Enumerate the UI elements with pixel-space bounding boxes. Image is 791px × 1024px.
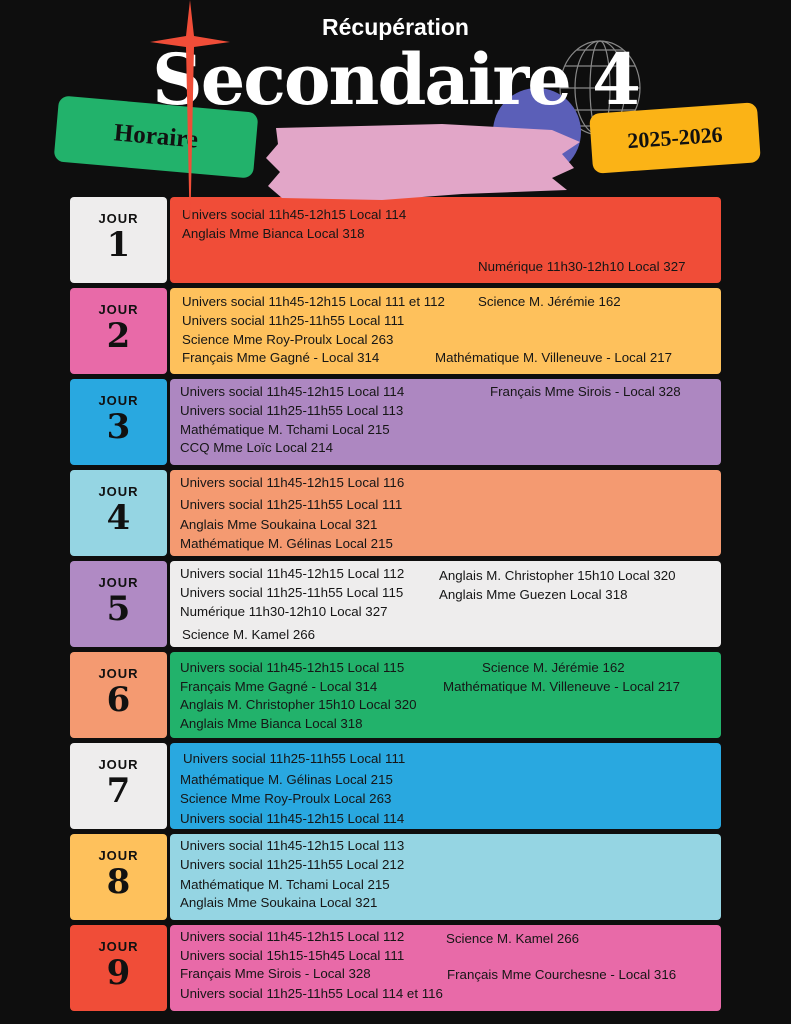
day-schedule-7: Univers social 11h25-11h55 Local 111 Math… (170, 743, 721, 829)
schedule-entry: Univers social 11h25-11h55 Local 111 (183, 751, 406, 766)
day-label-8: JOUR 8 (70, 834, 167, 920)
schedule-entry: Numérique 11h30-12h10 Local 327 (478, 259, 686, 274)
schedule-entry: Français Mme Courchesne - Local 316 (447, 967, 677, 982)
day-label-1: JOUR 1 (70, 197, 167, 283)
page-title: Secondaire 4 (152, 38, 641, 121)
day-word: JOUR (98, 211, 139, 226)
schedule-entry: CCQ Mme Loïc Local 214 (180, 440, 333, 455)
day-word: JOUR (98, 666, 139, 681)
day-number: 1 (106, 225, 131, 265)
schedule-entry: Univers social 11h45-12h15 Local 114 (182, 207, 407, 222)
schedule-entry: Univers social 11h45-12h15 Local 112 (180, 566, 405, 581)
day-word: JOUR (98, 939, 139, 954)
day-label-4: JOUR 4 (70, 470, 167, 556)
schedule-entry: Mathématique M. Gélinas Local 215 (180, 536, 393, 551)
schedule-entry: Univers social 11h45-12h15 Local 112 (180, 929, 405, 944)
schedule-entry: Français Mme Sirois - Local 328 (180, 966, 371, 981)
day-word: JOUR (98, 484, 139, 499)
schedule-entry: Univers social 11h25-11h55 Local 111 (180, 497, 403, 512)
schedule-entry: Français Mme Sirois - Local 328 (490, 384, 681, 399)
schedule-entry: Mathématique M. Tchami Local 215 (180, 422, 390, 437)
pink-brush-stroke (266, 124, 580, 200)
schedule-entry: Français Mme Gagné - Local 314 (180, 679, 378, 694)
schedule-entry: Science M. Jérémie 162 (478, 294, 621, 309)
schedule-entry: Univers social 11h45-12h15 Local 113 (180, 838, 405, 853)
schedule-entry: Univers social 11h45-12h15 Local 111 et … (182, 294, 445, 309)
schedule-entry: Mathématique M. Villeneuve - Local 217 (435, 350, 673, 365)
schedule-entry: Univers social 11h25-11h55 Local 115 (180, 585, 404, 600)
schedule-entry: Anglais Mme Guezen Local 318 (439, 587, 628, 602)
day-word: JOUR (98, 848, 139, 863)
day-number: 5 (106, 589, 131, 629)
day-label-6: JOUR 6 (70, 652, 167, 738)
day-label-3: JOUR 3 (70, 379, 167, 465)
day-number: 6 (106, 680, 131, 720)
schedule-entry: Univers social 11h25-11h55 Local 114 et … (180, 986, 443, 1001)
subtitle: Récupération (322, 14, 469, 40)
day-number: 8 (106, 862, 131, 902)
day-number: 2 (106, 316, 131, 356)
day-number: 4 (106, 498, 131, 538)
schedule-entry: Anglais M. Christopher 15h10 Local 320 (439, 568, 676, 583)
day-schedule-9: Univers social 11h45-12h15 Local 112 Univ… (170, 925, 721, 1011)
day-schedule-5: Univers social 11h45-12h15 Local 112 Univ… (170, 561, 721, 647)
day-schedule-2: Univers social 11h45-12h15 Local 111 et … (170, 288, 721, 374)
schedule-entry: Anglais Mme Soukaina Local 321 (180, 517, 378, 532)
day-label-5: JOUR 5 (70, 561, 167, 647)
schedule-entry: Univers social 11h45-12h15 Local 116 (180, 475, 405, 490)
schedule-entry: Science M. Kamel 266 (182, 627, 316, 642)
schedule-entry: Science Mme Roy-Proulx Local 263 (180, 791, 392, 806)
day-label-2: JOUR 2 (70, 288, 167, 374)
schedule-entry: Mathématique M. Villeneuve - Local 217 (443, 679, 681, 694)
day-schedule-6: Univers social 11h45-12h15 Local 115 Fran… (170, 652, 721, 738)
schedule-entry: Science M. Jérémie 162 (482, 660, 625, 675)
schedule-entry: Univers social 11h45-12h15 Local 115 (180, 660, 405, 675)
schedule-entry: Mathématique M. Tchami Local 215 (180, 877, 390, 892)
schedule-entry: Anglais Mme Bianca Local 318 (180, 716, 363, 731)
day-number: 3 (106, 407, 131, 447)
schedule-entry: Français Mme Gagné - Local 314 (182, 350, 380, 365)
sparkle-star-icon (150, 0, 230, 240)
schedule-entry: Univers social 15h15-15h45 Local 111 (180, 948, 405, 963)
day-label-9: JOUR 9 (70, 925, 167, 1011)
day-schedule-3: Univers social 11h45-12h15 Local 114 Univ… (170, 379, 721, 465)
day-number: 7 (106, 771, 131, 811)
day-schedule-1: Univers social 11h45-12h15 Local 114 Angl… (170, 197, 721, 283)
day-word: JOUR (98, 302, 139, 317)
schedule-entry: Univers social 11h25-11h55 Local 111 (182, 313, 405, 328)
schedule-entry: Univers social 11h45-12h15 Local 114 (180, 384, 405, 399)
day-word: JOUR (98, 393, 139, 408)
schedule-entry: Mathématique M. Gélinas Local 215 (180, 772, 393, 787)
schedule-entry: Science M. Kamel 266 (446, 931, 580, 946)
day-schedule-4: Univers social 11h45-12h15 Local 116 Univ… (170, 470, 721, 556)
schedule-entry: Univers social 11h45-12h15 Local 114 (180, 811, 405, 826)
schedule-entry: Univers social 11h25-11h55 Local 212 (180, 857, 405, 872)
day-word: JOUR (98, 757, 139, 772)
day-number: 9 (106, 953, 131, 993)
schedule-entry: Numérique 11h30-12h10 Local 327 (180, 604, 388, 619)
schedule-entry: Science Mme Roy-Proulx Local 263 (182, 332, 394, 347)
day-label-7: JOUR 7 (70, 743, 167, 829)
schedule-entry: Anglais Mme Soukaina Local 321 (180, 895, 378, 910)
day-word: JOUR (98, 575, 139, 590)
day-schedule-8: Univers social 11h45-12h15 Local 113 Univ… (170, 834, 721, 920)
schedule-entry: Univers social 11h25-11h55 Local 113 (180, 403, 404, 418)
schedule-entry: Anglais Mme Bianca Local 318 (182, 226, 365, 241)
schedule-entry: Anglais M. Christopher 15h10 Local 320 (180, 697, 417, 712)
